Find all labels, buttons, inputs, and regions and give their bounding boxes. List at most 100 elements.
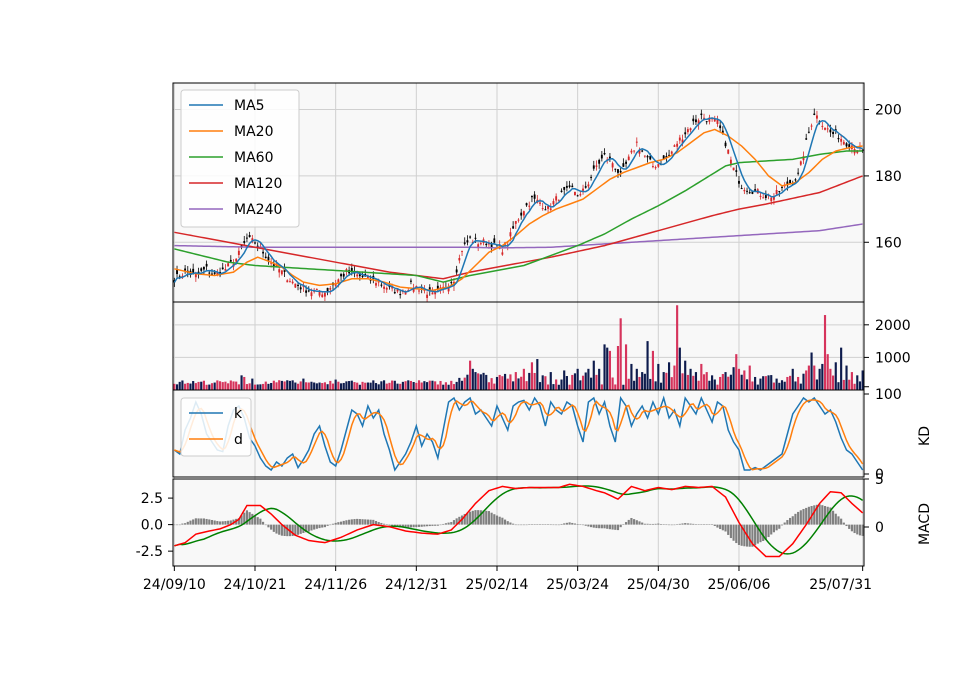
volume-bar (662, 372, 665, 390)
volume-bar (399, 383, 402, 390)
volume-bar (396, 383, 399, 390)
candle-body (775, 190, 778, 195)
macd-histogram-bar (173, 524, 176, 526)
candle-body (544, 209, 547, 211)
candle-body (684, 132, 687, 135)
macd-histogram-bar (259, 518, 262, 525)
macd-histogram-bar (498, 516, 501, 525)
volume-bar (840, 347, 843, 390)
volume-bar (697, 380, 700, 390)
candle-body (176, 270, 178, 275)
candle-body (208, 272, 211, 274)
kd-y-tick-label: 0 (875, 467, 884, 483)
macd-histogram-bar (815, 504, 819, 525)
macd-panel-frame (172, 478, 865, 567)
macd-histogram-bar (503, 519, 507, 525)
candle-body (732, 167, 735, 171)
macd-histogram-bar (407, 524, 410, 528)
macd-histogram-bar (200, 518, 203, 525)
volume-bar (721, 374, 724, 390)
volume-bar (393, 380, 396, 390)
volume-bar (541, 375, 544, 390)
candle-body (450, 282, 453, 284)
volume-bar (283, 381, 286, 390)
macd-histogram-bar (520, 524, 523, 526)
volume-bar (767, 375, 770, 390)
volume-bar (275, 382, 278, 390)
volume-bar (525, 381, 528, 390)
candle-body (350, 267, 353, 272)
candle-body (729, 159, 732, 164)
volume-bar (681, 373, 684, 390)
macd-histogram-bar (732, 524, 735, 541)
volume-bar (353, 382, 356, 390)
macd-histogram-bar (778, 524, 781, 529)
macd-histogram-bar (272, 524, 275, 532)
volume-bar (649, 378, 652, 390)
volume-bar (624, 344, 628, 390)
volume-bar (194, 383, 197, 390)
candle-body (686, 129, 689, 133)
macd-histogram-bar (299, 524, 302, 534)
candle-body (805, 138, 808, 140)
candle-body (813, 113, 816, 115)
candle-body (340, 274, 342, 277)
macd-histogram-bar (490, 512, 493, 525)
macd-histogram-bar (600, 524, 603, 529)
macd-histogram-bar (181, 523, 184, 525)
candle-body (740, 188, 743, 190)
volume-bar (775, 378, 778, 390)
macd-histogram-bar (772, 524, 776, 533)
macd-histogram-bar (805, 507, 808, 525)
macd-histogram-bar (348, 519, 351, 525)
candle-body (762, 197, 765, 199)
macd-histogram-bar (385, 524, 388, 525)
macd-histogram-bar (719, 524, 722, 530)
volume-bar (205, 384, 208, 390)
volume-bar (302, 378, 305, 390)
volume-bar (372, 380, 375, 390)
candle-body (477, 244, 480, 248)
candle-body (861, 149, 864, 151)
volume-bar (659, 382, 663, 390)
volume-bar (686, 374, 689, 390)
volume-bar (735, 354, 738, 390)
volume-bar (826, 354, 829, 390)
volume-bar (512, 381, 515, 390)
macd-histogram-bar (770, 524, 773, 535)
candle-body (633, 150, 636, 152)
macd-histogram-bar (848, 524, 851, 529)
volume-bar (837, 382, 840, 390)
volume-bar (334, 379, 337, 390)
volume-bar (603, 344, 606, 390)
macd-y-tick-label-left: -2.5 (136, 544, 163, 560)
volume-bar (436, 384, 439, 390)
volume-bar (858, 381, 862, 390)
candle-body (512, 226, 515, 229)
volume-bar (778, 382, 781, 390)
volume-bar (442, 384, 445, 390)
volume-bar (557, 384, 560, 390)
candle-body (705, 121, 708, 123)
volume-bar (598, 368, 601, 390)
macd-histogram-bar (764, 524, 767, 540)
macd-histogram-bar (595, 524, 598, 529)
candle-body (412, 288, 415, 292)
volume-bar (253, 384, 257, 390)
macd-histogram-bar (581, 524, 585, 526)
price-plot (173, 108, 864, 302)
volume-bar (224, 381, 227, 390)
macd-histogram-bar (229, 520, 232, 525)
candle-body (237, 250, 240, 255)
volume-bar (213, 382, 216, 390)
volume-bar (256, 384, 259, 390)
volume-bar (243, 376, 246, 390)
volume-bar (848, 379, 851, 390)
macd-histogram-bar (643, 523, 646, 525)
volume-bar (794, 381, 797, 390)
candle-body (509, 232, 512, 237)
volume-bar (560, 379, 563, 390)
volume-bar (318, 382, 321, 390)
macd-histogram-bar (573, 523, 577, 525)
macd-histogram-bar (202, 518, 205, 525)
